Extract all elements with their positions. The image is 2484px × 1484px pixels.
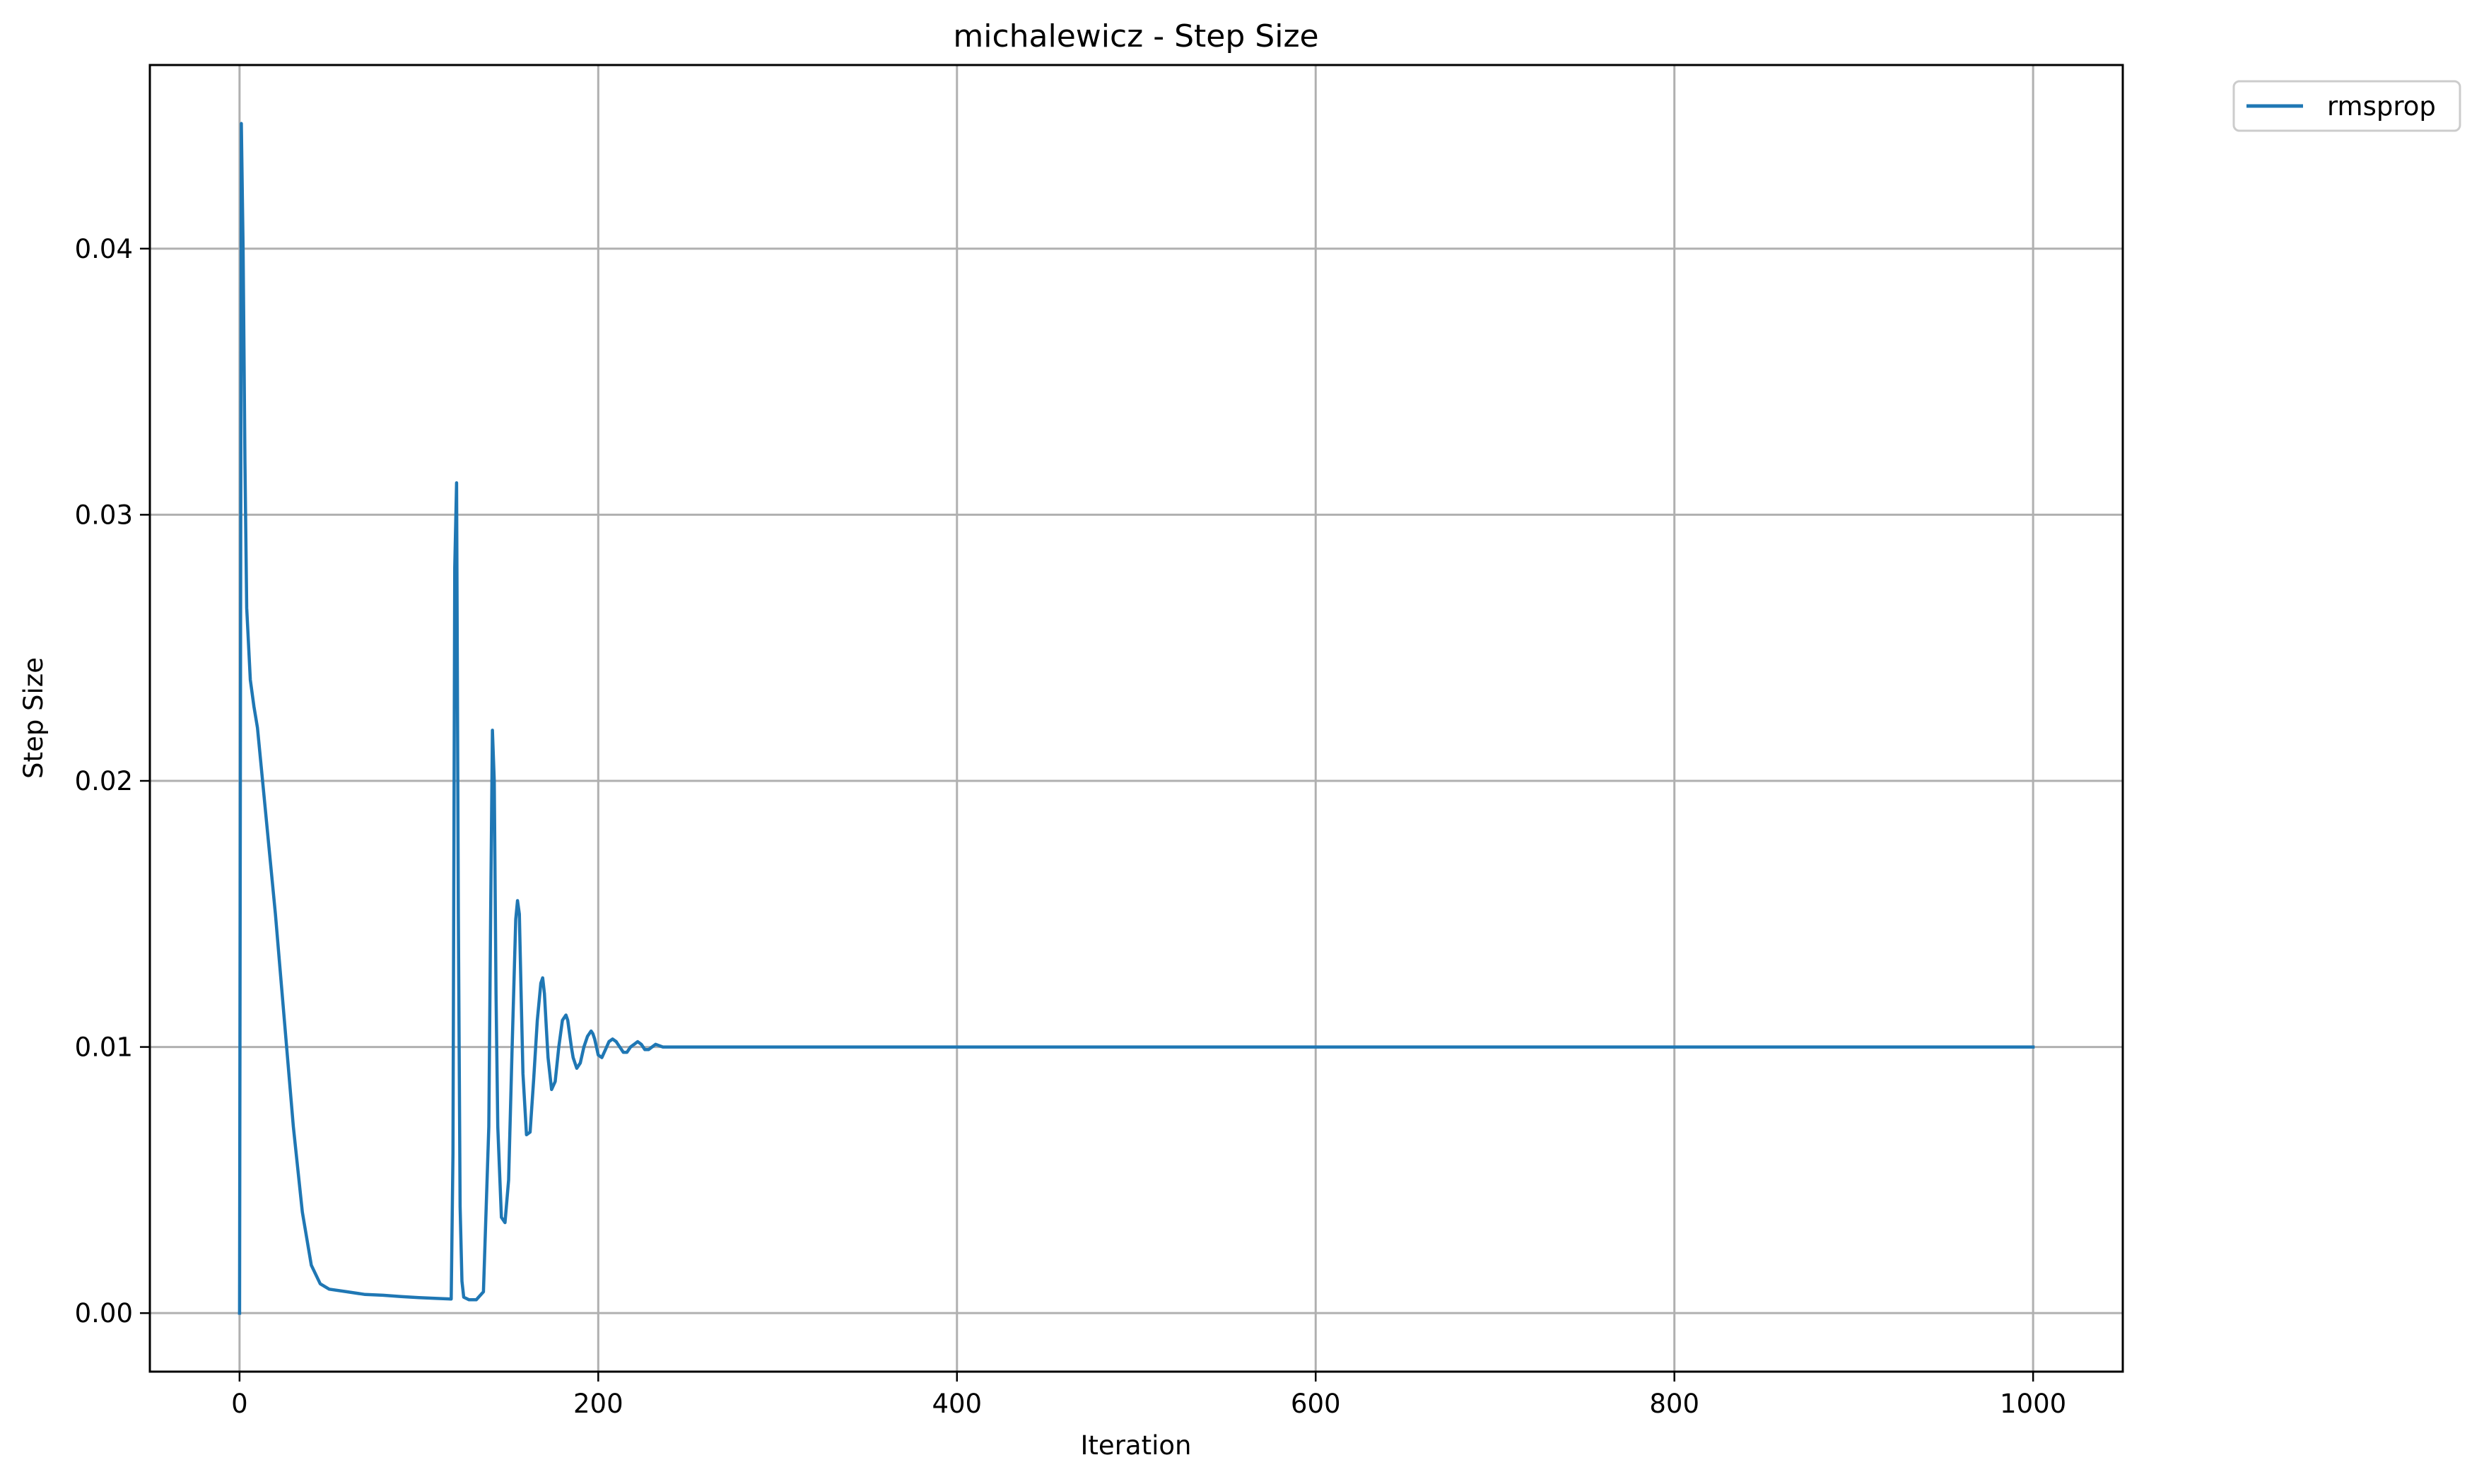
x-tick-label: 600 — [1291, 1389, 1341, 1419]
y-axis-label: Step Size — [18, 657, 49, 779]
y-tick-label: 0.01 — [75, 1032, 133, 1063]
legend: rmsprop — [2232, 80, 2461, 132]
x-tick-label: 1000 — [2000, 1389, 2066, 1419]
y-tick-label: 0.03 — [75, 500, 133, 530]
x-tick-label: 0 — [231, 1389, 248, 1419]
series-line-rmsprop — [238, 122, 2035, 1315]
plot-area — [238, 122, 2035, 1315]
x-axis: 0 200 400 600 800 1000 — [231, 1372, 2066, 1419]
y-tick-label: 0.02 — [75, 766, 133, 796]
y-axis: 0.00 0.01 0.02 0.03 0.04 — [75, 234, 150, 1329]
chart-title: michalewicz - Step Size — [953, 18, 1318, 54]
plot-frame — [148, 64, 2124, 1373]
x-tick-label: 200 — [573, 1389, 623, 1419]
x-tick-label: 400 — [932, 1389, 982, 1419]
y-tick-label: 0.04 — [75, 234, 133, 264]
legend-box — [2232, 80, 2461, 132]
y-tick-label: 0.00 — [75, 1298, 133, 1329]
x-tick-label: 800 — [1649, 1389, 1699, 1419]
legend-label-rmsprop: rmsprop — [2327, 91, 2436, 122]
x-axis-label: Iteration — [1081, 1430, 1192, 1461]
